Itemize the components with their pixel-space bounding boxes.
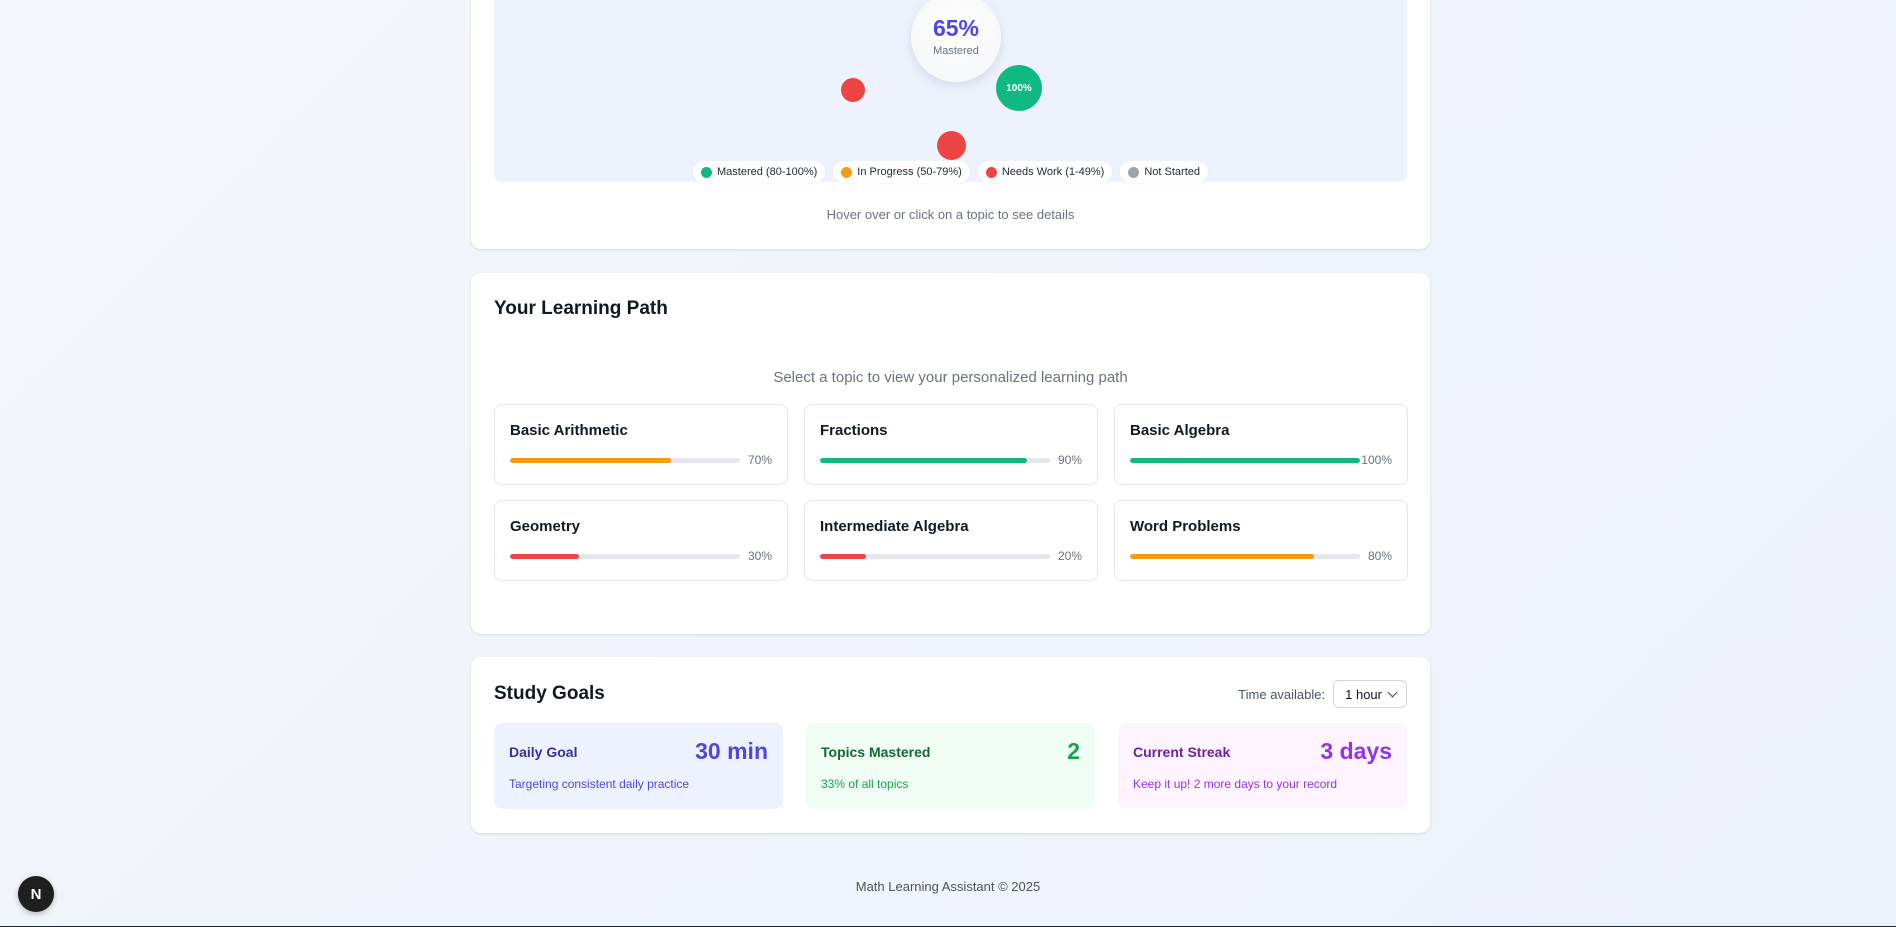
progress-fill <box>1130 457 1360 463</box>
learning-path-title: Your Learning Path <box>494 298 668 319</box>
topic-node-percent: 100% <box>1006 82 1032 94</box>
topic-percent: 30% <box>747 549 772 563</box>
goal-title: Topics Mastered <box>821 743 931 760</box>
dev-tools-button[interactable]: N <box>18 876 54 912</box>
goal-value: 3 days <box>1320 738 1392 764</box>
goal-title: Daily Goal <box>509 743 578 760</box>
topic-node[interactable] <box>841 78 865 102</box>
chevron-down-icon <box>1387 687 1398 697</box>
progress-bar <box>820 457 1050 463</box>
mastery-map: 65% Mastered 100% Mastered (80-100%) In … <box>494 0 1407 183</box>
legend-item-needs-work: Needs Work (1-49%) <box>977 161 1113 183</box>
footer-copyright: Math Learning Assistant © 2025 <box>855 879 1041 894</box>
progress-bar <box>1130 553 1360 559</box>
learning-path-card: Your Learning Path Select a topic to vie… <box>471 273 1430 634</box>
legend-label: In Progress (50-79%) <box>857 166 962 178</box>
legend-item-not-started: Not Started <box>1120 161 1208 183</box>
mastery-map-hint: Hover over or click on a topic to see de… <box>826 207 1075 222</box>
goal-description: Keep it up! 2 more days to your record <box>1133 777 1338 791</box>
topic-name: Basic Algebra <box>1130 422 1230 439</box>
legend-dot <box>1128 166 1140 178</box>
goal-description: Targeting consistent daily practice <box>509 777 690 791</box>
legend-dot <box>985 166 997 178</box>
topic-card-basic-arithmetic[interactable]: Basic Arithmetic 70% <box>494 404 788 485</box>
legend-label: Mastered (80-100%) <box>717 166 818 178</box>
time-available-value: 1 hour <box>1345 686 1382 702</box>
topic-percent: 100% <box>1361 453 1392 467</box>
topics-mastered-card: Topics Mastered 2 33% of all topics <box>806 723 1095 809</box>
legend-label: Needs Work (1-49%) <box>1001 166 1105 178</box>
progress-fill <box>510 457 671 463</box>
time-available-select[interactable]: 1 hour <box>1333 680 1407 708</box>
progress-fill <box>820 553 866 559</box>
topic-card-fractions[interactable]: Fractions 90% <box>804 404 1098 485</box>
daily-goal-card: Daily Goal 30 min Targeting consistent d… <box>494 723 783 809</box>
topic-name: Basic Arithmetic <box>510 422 628 439</box>
time-available-label: Time available: <box>1238 686 1326 702</box>
overall-mastery-percent: 65% <box>932 15 980 41</box>
overall-mastery-label: Mastered <box>933 45 979 57</box>
progress-bar <box>1130 457 1360 463</box>
topic-percent: 20% <box>1057 549 1082 563</box>
progress-fill <box>510 553 579 559</box>
study-goals-title: Study Goals <box>494 683 605 704</box>
topic-name: Word Problems <box>1130 518 1241 535</box>
topic-percent: 80% <box>1367 549 1392 563</box>
goal-description: 33% of all topics <box>821 777 909 791</box>
legend-item-in-progress: In Progress (50-79%) <box>833 161 970 183</box>
topic-name: Intermediate Algebra <box>820 518 969 535</box>
study-goals-card: Study Goals Time available: 1 hour Daily… <box>471 657 1430 833</box>
legend-dot <box>841 166 853 178</box>
topic-percent: 70% <box>747 453 772 467</box>
goal-value: 2 <box>1067 738 1080 764</box>
topic-name: Fractions <box>820 422 888 439</box>
goal-grid: Daily Goal 30 min Targeting consistent d… <box>494 723 1407 809</box>
legend-item-mastered: Mastered (80-100%) <box>693 161 826 183</box>
mastery-map-card: 65% Mastered 100% Mastered (80-100%) In … <box>471 0 1430 249</box>
progress-bar <box>510 457 740 463</box>
progress-bar <box>510 553 740 559</box>
time-available: Time available: 1 hour <box>1238 680 1407 708</box>
topic-card-geometry[interactable]: Geometry 30% <box>494 500 788 581</box>
learning-path-subtitle: Select a topic to view your personalized… <box>773 369 1128 386</box>
legend-dot <box>701 166 713 178</box>
topic-card-intermediate-algebra[interactable]: Intermediate Algebra 20% <box>804 500 1098 581</box>
topic-name: Geometry <box>510 518 581 535</box>
overall-mastery-badge[interactable]: 65% Mastered <box>911 0 1001 82</box>
topic-percent: 90% <box>1057 453 1082 467</box>
goal-value: 30 min <box>695 738 768 764</box>
topic-node[interactable]: 100% <box>996 65 1042 111</box>
progress-fill <box>820 457 1027 463</box>
goal-title: Current Streak <box>1133 743 1231 760</box>
topic-grid: Basic Arithmetic 70% Fractions 90% Basic… <box>494 404 1408 581</box>
topic-node[interactable] <box>937 131 966 160</box>
progress-bar <box>820 553 1050 559</box>
progress-fill <box>1130 553 1314 559</box>
topic-card-word-problems[interactable]: Word Problems 80% <box>1114 500 1408 581</box>
current-streak-card: Current Streak 3 days Keep it up! 2 more… <box>1118 723 1407 809</box>
mastery-legend: Mastered (80-100%) In Progress (50-79%) … <box>494 161 1407 183</box>
topic-card-basic-algebra[interactable]: Basic Algebra 100% <box>1114 404 1408 485</box>
legend-label: Not Started <box>1144 166 1200 178</box>
